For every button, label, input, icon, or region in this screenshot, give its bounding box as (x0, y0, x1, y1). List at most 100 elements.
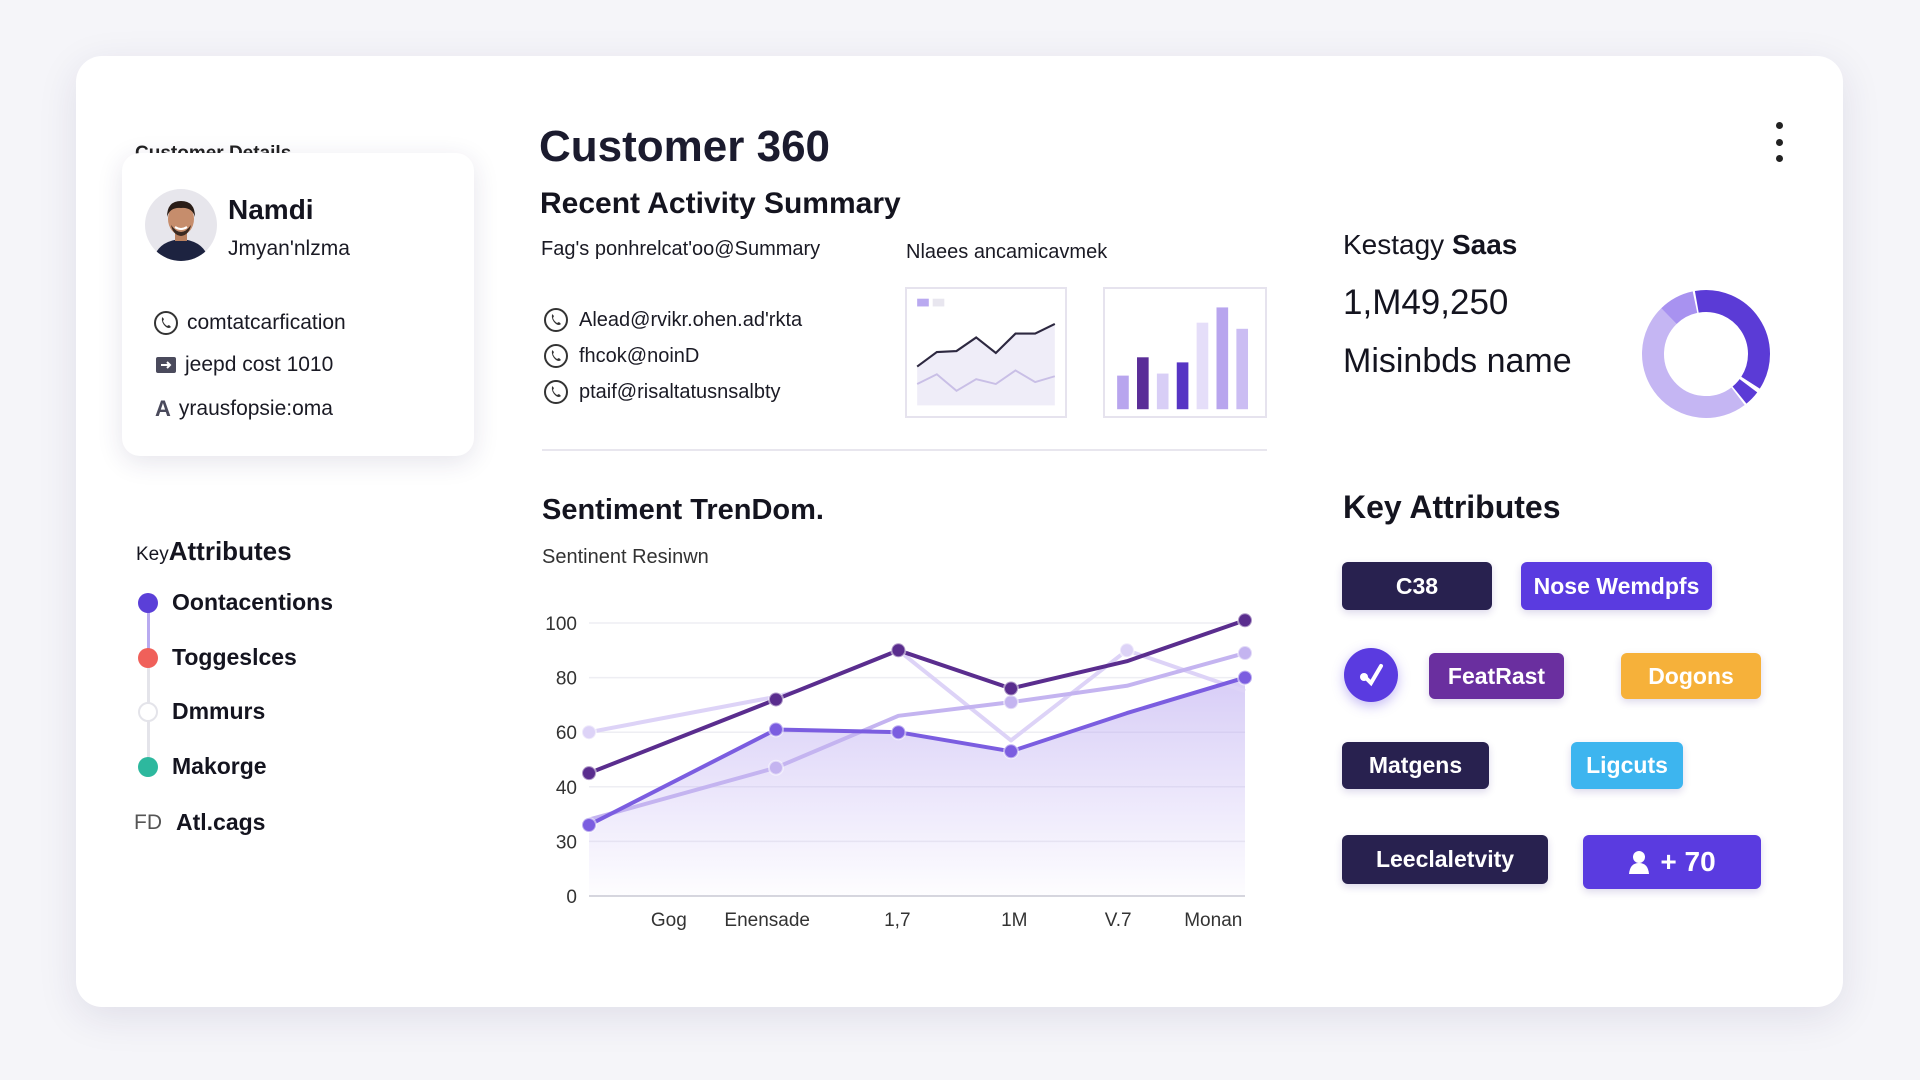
mini-bar (1176, 362, 1189, 410)
status-dot (138, 756, 158, 777)
donut-chart (1642, 290, 1770, 418)
status-dot (138, 647, 158, 668)
user-icon (1629, 851, 1650, 874)
menu-dot (1775, 138, 1783, 146)
activity-right-subtitle: Nlaees ancamicavmek (906, 241, 1108, 263)
customer-name: Namdi (228, 194, 314, 225)
data-point (581, 817, 597, 834)
attribute-chip-count[interactable]: + 70 (1583, 835, 1761, 889)
detail-row: jeepd cost 1010 (155, 353, 333, 377)
data-point (767, 691, 784, 708)
attribute-label: Makorge (172, 753, 267, 779)
detail-text: jeepd cost 1010 (185, 353, 334, 376)
series-area (589, 677, 1245, 896)
attribute-chip[interactable]: C38 (1342, 562, 1492, 610)
summary-label-prefix: Kestagy (1343, 229, 1445, 260)
menu-dot (1775, 122, 1783, 129)
attribute-item[interactable]: Dmmurs (138, 698, 265, 725)
attribute-chip[interactable]: Nose Wemdpfs (1521, 562, 1712, 610)
x-tick-label: Gog (651, 910, 687, 931)
summary-value: 1,M49,250 (1343, 283, 1509, 322)
mini-bar (1216, 307, 1229, 410)
avatar (145, 189, 217, 261)
donut-segment (1732, 378, 1758, 404)
x-tick-label: 1M (1001, 910, 1027, 931)
x-tick-label: V.7 (1105, 910, 1132, 931)
series-line (588, 675, 1246, 827)
attribute-chip[interactable]: FeatRast (1429, 653, 1564, 699)
mini-bar (1137, 357, 1149, 410)
detail-text: comtatcarfication (187, 311, 346, 334)
donut-segment (1661, 291, 1698, 325)
attribute-label: Oontacentions (172, 589, 334, 615)
attribute-chip[interactable]: Dogons (1621, 653, 1761, 699)
activity-text: fhcok@noinD (579, 344, 700, 367)
check-icon (1360, 664, 1383, 687)
attribute-label: Atl.cags (176, 809, 266, 835)
kebab-menu-icon[interactable] (1772, 122, 1786, 162)
sentiment-subtitle: Sentinent Resinwn (542, 546, 709, 568)
data-point (767, 759, 784, 776)
series-line (588, 651, 1246, 822)
activity-list: Alead@rvikr.ohen.ad'rkta fhcok@noinD pta… (543, 307, 802, 405)
check-badge-icon[interactable] (1344, 648, 1398, 702)
attribute-label: Toggeslces (172, 644, 297, 670)
activity-subtitle: Fag's ponhrelcat'oo@Summary (541, 238, 821, 260)
y-tick-label: 60 (556, 723, 577, 744)
mini-bar (1196, 322, 1209, 410)
mini-bar (1236, 328, 1249, 410)
data-point (1237, 645, 1253, 662)
detail-row: A yrausfopsie:oma (155, 396, 333, 422)
data-point (1003, 743, 1020, 760)
data-point (767, 721, 784, 738)
data-point (1003, 694, 1020, 711)
data-point (890, 724, 907, 741)
attribute-item[interactable]: Oontacentions (138, 589, 333, 616)
detail-text: yrausfopsie:oma (178, 397, 333, 420)
key-attributes-title: Key Attributes (1343, 489, 1561, 525)
activity-item[interactable]: ptaif@risaltatusnsalbty (543, 379, 802, 405)
sparkline-area (917, 323, 1055, 406)
title-prefix: Key (136, 544, 169, 565)
mini-bar-chart (1103, 287, 1267, 418)
attribute-item[interactable]: FD Atl.cags (134, 809, 265, 836)
sentiment-title: Sentiment TrenDom. (542, 494, 824, 526)
activity-title: Recent Activity Summary (540, 187, 901, 220)
y-tick-label: 0 (566, 887, 577, 908)
attribute-chip[interactable]: Leeclaletvity (1342, 835, 1548, 884)
data-point (1237, 612, 1253, 629)
letter-a-icon: A (155, 396, 171, 421)
data-point (581, 765, 597, 782)
attribute-label: Dmmurs (172, 698, 266, 724)
chip-label: + 70 (1660, 846, 1716, 877)
summary-label-bold: Saas (1451, 229, 1518, 260)
attribute-item[interactable]: Makorge (138, 753, 267, 780)
connector-line (147, 611, 150, 663)
phone-icon (544, 308, 568, 332)
donut-segment (1642, 308, 1745, 418)
attribute-chip[interactable]: Matgens (1342, 742, 1489, 789)
activity-item[interactable]: Alead@rvikr.ohen.ad'rkta (543, 307, 802, 333)
y-tick-label: 100 (545, 614, 577, 635)
status-dot (138, 592, 158, 613)
attribute-chip[interactable]: Ligcuts (1571, 742, 1683, 789)
x-tick-label: Monan (1184, 910, 1242, 931)
attribute-prefix: FD (134, 810, 162, 834)
page-title: Customer 360 (539, 122, 831, 171)
attribute-item[interactable]: Toggeslces (138, 644, 297, 671)
divider (542, 449, 1267, 451)
y-tick-label: 80 (556, 669, 577, 690)
data-point (581, 724, 597, 741)
activity-item[interactable]: fhcok@noinD (543, 343, 802, 369)
mini-line-chart (905, 287, 1067, 418)
sparkline-dark (916, 322, 1056, 368)
phone-icon (544, 344, 568, 368)
data-point (890, 642, 907, 659)
legend-swatch (932, 298, 945, 307)
customer-subtitle: Jmyan'nlzma (228, 237, 350, 260)
title-main: Attributes (168, 536, 292, 566)
sentiment-chart: 100 80 60 40 30 0 Gog Enensade 1,7 1M V.7 Monan (545, 612, 1253, 931)
data-point (1118, 642, 1135, 659)
mini-bar (1117, 375, 1129, 410)
phone-icon (544, 380, 568, 404)
